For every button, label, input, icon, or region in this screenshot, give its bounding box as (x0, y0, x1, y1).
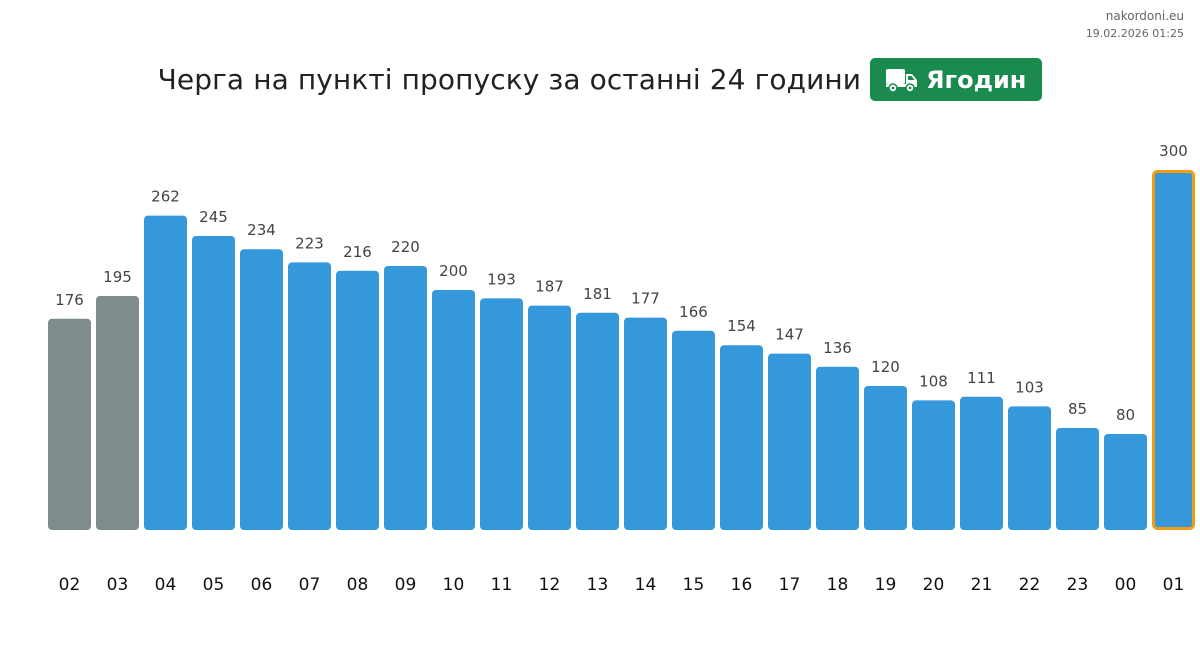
x-tick-label: 21 (971, 575, 993, 595)
bar-value-label: 216 (343, 243, 372, 261)
bar (192, 236, 235, 530)
x-tick-label: 17 (779, 575, 801, 595)
x-tick-label: 02 (59, 575, 81, 595)
bar (288, 262, 331, 530)
x-tick-label: 00 (1115, 575, 1137, 595)
bar-value-label: 176 (55, 291, 84, 309)
bar-value-label: 136 (823, 339, 852, 357)
source-info: nakordoni.eu 19.02.2026 01:25 (1086, 9, 1184, 41)
x-tick-label: 23 (1067, 575, 1089, 595)
x-tick-label: 20 (923, 575, 945, 595)
bar-value-label: 166 (679, 303, 708, 321)
bar-value-label: 120 (871, 358, 900, 376)
x-tick-label: 18 (827, 575, 849, 595)
chart-title: Черга на пункті пропуску за останні 24 г… (157, 63, 862, 96)
bar (1056, 428, 1099, 530)
bar (912, 400, 955, 530)
x-tick-label: 22 (1019, 575, 1041, 595)
bar-current (1152, 170, 1195, 530)
bar-value-label: 108 (919, 372, 948, 390)
bar (144, 215, 187, 530)
bar-value-label: 245 (199, 208, 228, 226)
chart-header: Черга на пункті пропуску за останні 24 г… (0, 58, 1200, 101)
checkpoint-badge: Ягодин (870, 58, 1043, 101)
truck-icon (886, 68, 918, 93)
bar (864, 386, 907, 530)
bar (816, 366, 859, 530)
x-tick-label: 19 (875, 575, 897, 595)
x-tick-label: 11 (491, 575, 513, 595)
x-tick-label: 09 (395, 575, 417, 595)
bar (384, 266, 427, 530)
bar-value-label: 103 (1015, 378, 1044, 396)
bar (768, 353, 811, 530)
bar (480, 298, 523, 530)
bar-value-label: 154 (727, 317, 756, 335)
bar-value-label: 234 (247, 221, 276, 239)
bar (1008, 406, 1051, 530)
bar (432, 290, 475, 530)
x-tick-label: 15 (683, 575, 705, 595)
bar-value-label: 200 (439, 262, 468, 280)
x-tick-label: 04 (155, 575, 177, 595)
bar-value-label: 111 (967, 369, 996, 387)
bar (336, 270, 379, 530)
bar (528, 305, 571, 530)
bar (720, 345, 763, 530)
bar (960, 396, 1003, 530)
bar-value-label: 177 (631, 290, 660, 308)
bar-value-label: 262 (151, 188, 180, 206)
bar-value-label: 181 (583, 285, 612, 303)
x-tick-label: 05 (203, 575, 225, 595)
bar (96, 296, 139, 530)
x-tick-label: 07 (299, 575, 321, 595)
bar-value-label: 187 (535, 278, 564, 296)
x-tick-label: 13 (587, 575, 609, 595)
bar (48, 318, 91, 530)
x-tick-label: 14 (635, 575, 657, 595)
source-timestamp: 19.02.2026 01:25 (1085, 27, 1184, 40)
bar-value-label: 223 (295, 234, 324, 252)
source-site: nakordoni.eu (1105, 9, 1184, 23)
x-tick-label: 06 (251, 575, 273, 595)
bar (672, 330, 715, 530)
checkpoint-name: Ягодин (926, 65, 1027, 94)
x-tick-label: 10 (443, 575, 465, 595)
bar-value-label: 193 (487, 270, 516, 288)
x-tick-label: 16 (731, 575, 753, 595)
bar-value-label: 220 (391, 238, 420, 256)
bar-value-label: 85 (1068, 400, 1087, 418)
bar-value-label: 147 (775, 326, 804, 344)
bar (624, 317, 667, 530)
bar-value-label: 80 (1116, 406, 1135, 424)
bar-value-label: 300 (1159, 142, 1188, 160)
bar (1104, 434, 1147, 530)
x-tick-label: 03 (107, 575, 129, 595)
bar (576, 312, 619, 530)
x-tick-label: 01 (1163, 575, 1185, 595)
x-tick-label: 08 (347, 575, 369, 595)
bar-value-label: 195 (103, 268, 132, 286)
x-tick-label: 12 (539, 575, 561, 595)
bar (240, 249, 283, 530)
